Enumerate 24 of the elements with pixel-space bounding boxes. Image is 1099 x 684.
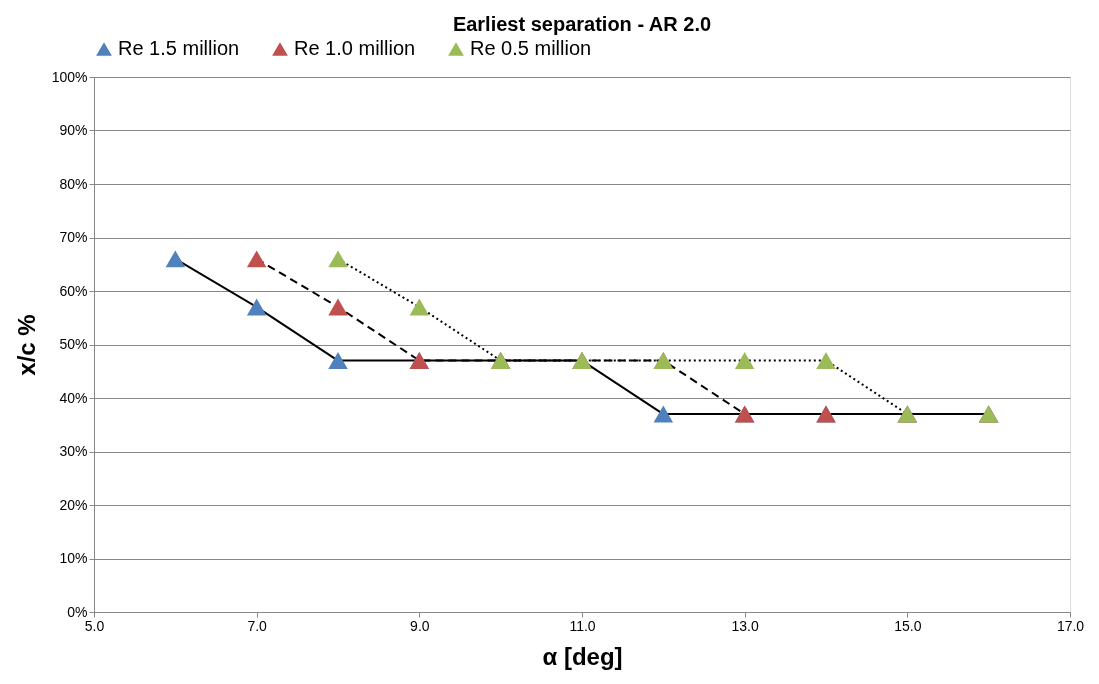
y-tick-label: 70%: [59, 229, 88, 245]
y-axis-title: x/c %: [12, 314, 40, 376]
x-tick-label: 11.0: [569, 617, 596, 634]
y-tick-label: 0%: [67, 603, 88, 620]
legend-label: Re 1.5 million: [118, 37, 240, 59]
y-tick-label: 90%: [59, 122, 88, 138]
y-tick-label: 20%: [59, 496, 88, 513]
y-tick-label: 60%: [59, 282, 88, 299]
x-tick-label: 9.0: [410, 617, 430, 634]
x-tick-label: 5.0: [84, 617, 105, 634]
x-tick-label: 15.0: [894, 617, 922, 634]
y-tick-label: 30%: [59, 443, 88, 459]
y-tick-label: 10%: [59, 550, 88, 566]
y-tick-label: 100%: [51, 68, 88, 85]
legend-label: Re 1.0 million: [294, 37, 416, 59]
x-tick-label: 7.0: [247, 617, 268, 634]
y-tick-label: 50%: [59, 336, 88, 352]
y-tick-label: 40%: [59, 389, 88, 406]
legend-label: Re 0.5 million: [470, 37, 592, 59]
y-tick-label: 80%: [59, 175, 88, 192]
x-tick-label: 17.0: [1056, 617, 1085, 634]
x-tick-label: 13.0: [731, 617, 759, 634]
x-axis-title: α [deg]: [542, 642, 623, 670]
chart-title: Earliest separation - AR 2.0: [452, 13, 712, 35]
